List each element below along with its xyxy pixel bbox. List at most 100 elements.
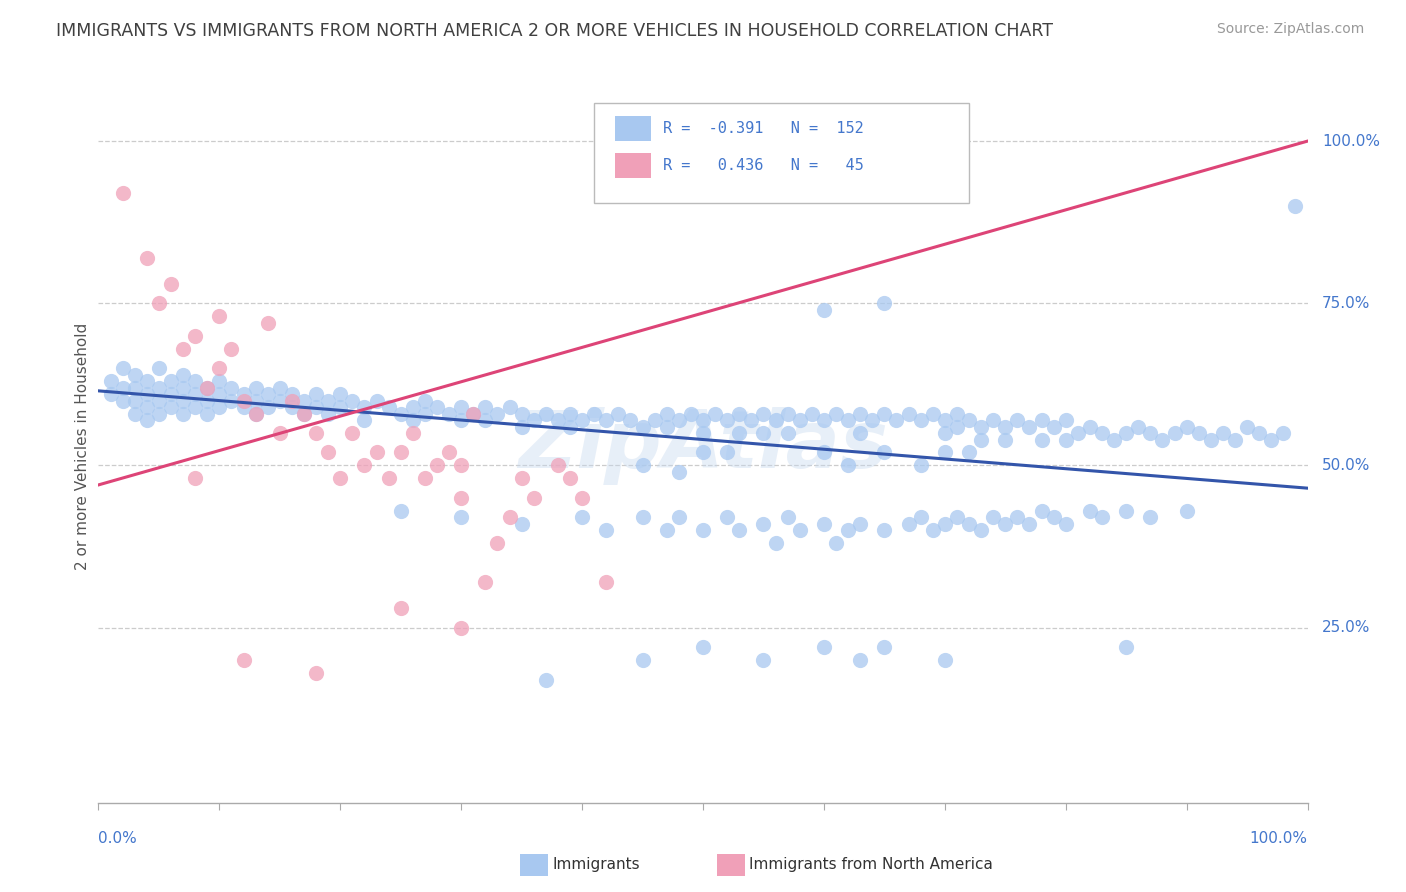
Point (426, 400, 449, 414)
Point (957, 445, 980, 459)
Point (534, 407, 557, 421)
Point (668, 510, 690, 524)
Point (1054, 413, 1077, 427)
Point (316, 407, 339, 421)
Point (849, 653, 872, 667)
Point (1188, 425, 1211, 440)
Point (389, 504, 412, 518)
Point (934, 516, 956, 531)
Point (1102, 433, 1125, 447)
Point (994, 433, 1017, 447)
Point (402, 413, 425, 427)
Point (1031, 504, 1053, 518)
Point (232, 400, 254, 414)
Point (571, 491, 593, 505)
Point (245, 407, 267, 421)
Point (607, 407, 630, 421)
Point (1115, 504, 1137, 518)
Point (413, 393, 436, 408)
Text: 75.0%: 75.0% (1322, 296, 1371, 310)
Point (1223, 433, 1246, 447)
Point (692, 524, 714, 538)
Point (316, 445, 339, 459)
Point (1236, 419, 1258, 434)
Point (765, 413, 787, 427)
Point (1018, 516, 1040, 531)
Point (934, 445, 956, 459)
Point (353, 400, 375, 414)
Point (269, 381, 291, 395)
Point (195, 407, 218, 421)
Point (1139, 425, 1161, 440)
Point (1115, 640, 1137, 654)
Point (474, 413, 496, 427)
Point (873, 640, 896, 654)
Point (534, 673, 557, 687)
Point (510, 419, 533, 434)
Point (994, 516, 1017, 531)
Text: R =   0.436   N =   45: R = 0.436 N = 45 (664, 158, 863, 173)
Point (135, 400, 157, 414)
Point (148, 296, 170, 310)
Point (1031, 433, 1053, 447)
Point (474, 400, 496, 414)
Point (232, 387, 254, 401)
Point (437, 407, 460, 421)
Point (486, 536, 509, 550)
Point (413, 471, 436, 485)
Bar (614, 153, 651, 178)
Point (668, 465, 690, 479)
Point (873, 407, 896, 421)
Point (208, 400, 231, 414)
Text: Immigrants from North America: Immigrants from North America (749, 857, 993, 871)
Point (692, 425, 714, 440)
Point (970, 419, 993, 434)
Point (148, 407, 170, 421)
Point (1054, 433, 1077, 447)
Point (195, 381, 218, 395)
Point (655, 407, 678, 421)
Point (886, 413, 908, 427)
Point (728, 425, 751, 440)
Point (510, 407, 533, 421)
Point (704, 407, 727, 421)
Point (148, 361, 170, 376)
Point (631, 653, 654, 667)
Point (100, 387, 122, 401)
Point (957, 516, 980, 531)
Point (389, 407, 412, 421)
Point (1260, 433, 1282, 447)
Text: 0.0%: 0.0% (98, 831, 138, 847)
Point (389, 445, 412, 459)
Point (426, 458, 449, 473)
Point (571, 413, 593, 427)
Point (910, 510, 932, 524)
Point (402, 425, 425, 440)
Point (934, 425, 956, 440)
Point (970, 524, 993, 538)
Point (1007, 510, 1029, 524)
Point (1031, 413, 1053, 427)
Point (752, 425, 775, 440)
Point (329, 471, 352, 485)
Text: 25.0%: 25.0% (1322, 620, 1371, 635)
Point (172, 381, 194, 395)
Bar (614, 116, 651, 141)
Point (160, 374, 183, 388)
Point (837, 524, 859, 538)
Point (124, 381, 146, 395)
Point (329, 387, 352, 401)
Point (195, 381, 218, 395)
Point (1163, 425, 1185, 440)
Point (934, 653, 956, 667)
Point (981, 413, 1004, 427)
Point (728, 407, 751, 421)
Point (100, 374, 122, 388)
Point (716, 510, 738, 524)
Point (873, 296, 896, 310)
Point (728, 524, 751, 538)
Y-axis label: 2 or more Vehicles in Household: 2 or more Vehicles in Household (75, 322, 90, 570)
Point (305, 666, 328, 681)
Point (800, 407, 823, 421)
Point (510, 516, 533, 531)
